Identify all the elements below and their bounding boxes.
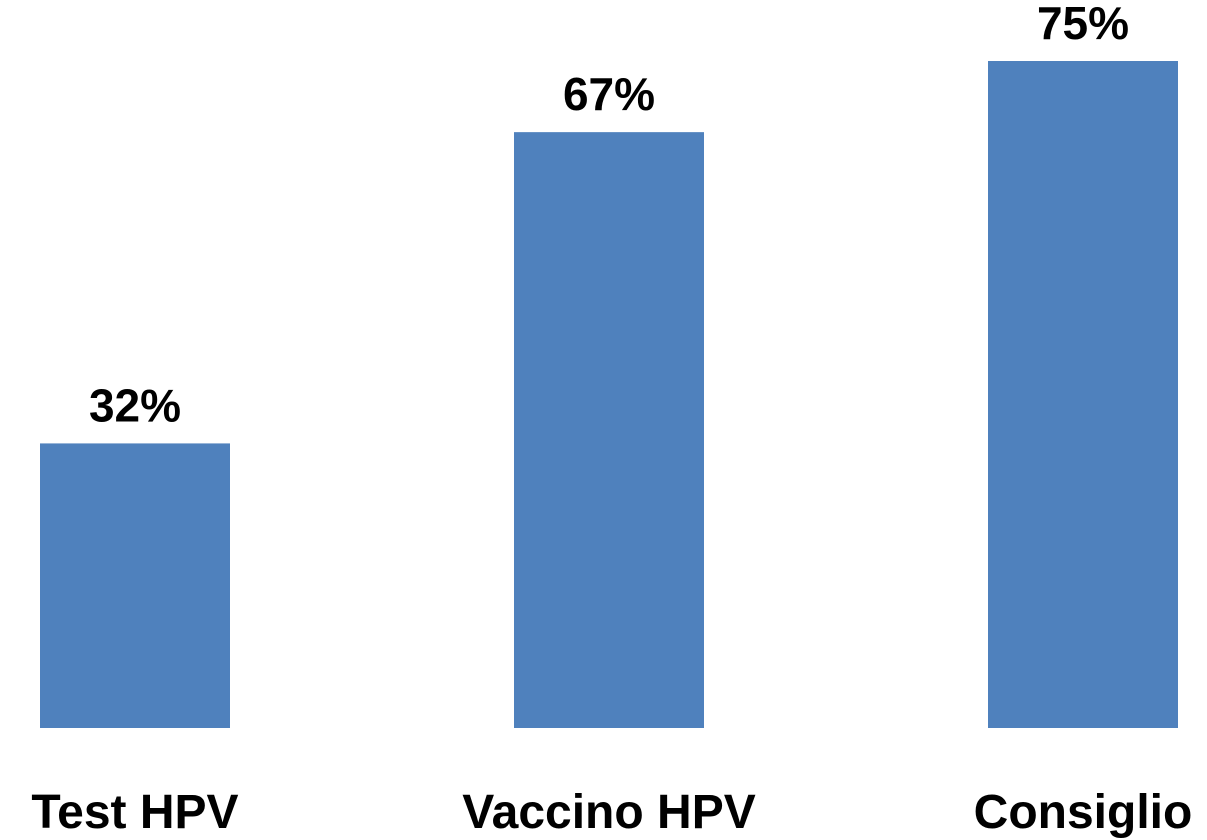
category-label: Consiglio: [974, 786, 1193, 839]
bar: [40, 443, 230, 728]
value-label: 75%: [1037, 0, 1129, 49]
category-label: Vaccino HPV: [462, 786, 755, 839]
value-label: 32%: [89, 379, 181, 431]
bar: [988, 61, 1178, 728]
bar: [514, 132, 704, 728]
value-label: 67%: [563, 68, 655, 120]
category-label: Test HPV: [31, 786, 238, 839]
